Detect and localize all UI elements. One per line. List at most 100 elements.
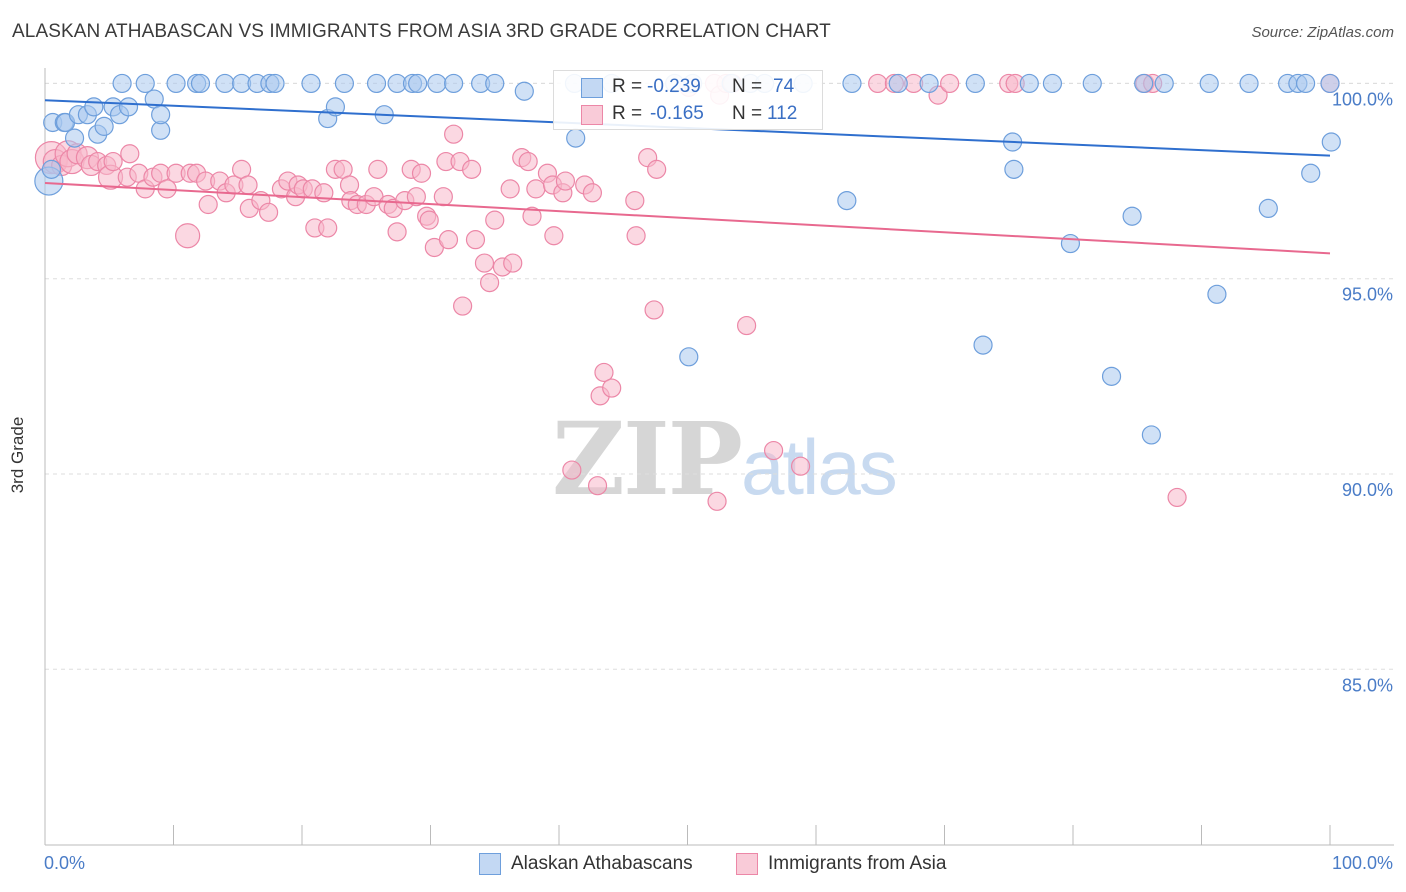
correlation-legend: R = -0.239 N = 74 R = -0.165 N = 112 bbox=[553, 70, 823, 130]
chart-title: ALASKAN ATHABASCAN VS IMMIGRANTS FROM AS… bbox=[12, 21, 831, 42]
immigrant-point bbox=[258, 202, 279, 222]
athabascan-point bbox=[1019, 73, 1039, 94]
athabascan-point bbox=[408, 73, 428, 94]
immigrant-point bbox=[198, 194, 218, 215]
immigrant-point bbox=[562, 460, 582, 480]
tick-labels: 100.0% 95.0% 90.0% 85.0% 0.0% 100.0% bbox=[44, 89, 1393, 873]
immigrant-point bbox=[626, 226, 646, 246]
bottom-legend-label: Immigrants from Asia bbox=[768, 853, 947, 874]
series-alaskan-athabascans bbox=[34, 73, 1341, 445]
athabascan-point bbox=[1320, 73, 1340, 94]
x-tick-label-min: 0.0% bbox=[44, 853, 85, 873]
athabascan-point bbox=[41, 159, 62, 179]
legend-n-value: 74 bbox=[773, 76, 795, 97]
immigrant-point bbox=[526, 179, 546, 199]
immigrant-point bbox=[462, 159, 482, 179]
immigrant-point bbox=[503, 253, 523, 273]
athabascan-point bbox=[1301, 163, 1321, 183]
athabascan-point bbox=[135, 73, 155, 94]
immigrant-point bbox=[707, 491, 727, 511]
immigrant-point bbox=[940, 73, 960, 94]
immigrant-point bbox=[522, 206, 542, 226]
immigrant-point bbox=[480, 273, 500, 293]
athabascan-point bbox=[566, 128, 586, 148]
immigrant-point bbox=[103, 151, 123, 172]
y-axis-label: 3rd Grade bbox=[8, 416, 27, 494]
immigrant-point bbox=[500, 179, 520, 199]
y-tick-label: 100.0% bbox=[1332, 89, 1393, 109]
athabascan-point bbox=[190, 73, 211, 94]
athabascan-point bbox=[514, 81, 534, 101]
athabascan-point bbox=[118, 97, 139, 117]
athabascan-point bbox=[837, 190, 857, 211]
athabascan-point bbox=[679, 347, 699, 367]
athabascan-point bbox=[1134, 73, 1154, 94]
immigrant-point bbox=[318, 218, 338, 238]
bottom-legend-label: Alaskan Athabascans bbox=[511, 853, 693, 874]
athabascan-point bbox=[1042, 73, 1063, 94]
athabascan-point bbox=[427, 73, 447, 94]
immigrant-point bbox=[763, 440, 784, 461]
immigrant-point bbox=[587, 476, 608, 496]
athabascan-point bbox=[965, 73, 985, 94]
athabascan-point bbox=[1154, 73, 1174, 94]
athabascan-point bbox=[1060, 233, 1081, 254]
athabascan-point bbox=[1101, 366, 1122, 386]
immigrant-point bbox=[737, 315, 757, 336]
immigrant-point bbox=[625, 190, 645, 211]
legend-r-label: R = bbox=[612, 76, 643, 97]
athabascan-point bbox=[166, 73, 186, 94]
immigrant-point bbox=[433, 187, 453, 207]
athabascan-point bbox=[973, 335, 993, 355]
legend-swatch-blue bbox=[581, 78, 603, 98]
immigrant-point bbox=[1167, 487, 1187, 508]
y-tick-label: 85.0% bbox=[1342, 675, 1393, 695]
watermark-atlas: atlas bbox=[740, 423, 898, 511]
source-credit: Source: ZipAtlas.com bbox=[1251, 24, 1394, 41]
immigrant-point bbox=[438, 230, 459, 250]
athabascan-point bbox=[485, 73, 505, 94]
immigrant-point bbox=[868, 73, 888, 94]
y-tick-label: 90.0% bbox=[1342, 480, 1393, 500]
immigrant-point bbox=[453, 296, 473, 316]
athabascan-point bbox=[1141, 425, 1161, 445]
athabascan-point bbox=[64, 128, 85, 148]
immigrant-point bbox=[419, 210, 439, 230]
trend-line bbox=[44, 182, 1331, 255]
athabascan-point bbox=[888, 73, 908, 94]
athabascan-point bbox=[1239, 73, 1259, 94]
athabascan-point bbox=[1199, 73, 1219, 94]
immigrant-point bbox=[518, 151, 538, 172]
immigrant-point bbox=[411, 163, 432, 183]
immigrant-point bbox=[465, 230, 486, 250]
athabascan-point bbox=[919, 73, 939, 94]
athabascan-point bbox=[444, 73, 464, 94]
immigrant-point bbox=[120, 144, 140, 164]
athabascan-point bbox=[215, 73, 235, 94]
athabascan-point bbox=[1207, 284, 1227, 304]
legend-n-value: 112 bbox=[767, 103, 798, 124]
athabascan-point bbox=[94, 116, 114, 136]
immigrant-point bbox=[474, 253, 495, 273]
athabascan-point bbox=[334, 73, 355, 94]
legend-r-value: -0.239 bbox=[647, 76, 701, 97]
athabascan-point bbox=[1004, 159, 1024, 179]
athabascan-point bbox=[1295, 73, 1316, 94]
athabascan-point bbox=[151, 105, 171, 125]
athabascan-point bbox=[842, 73, 862, 94]
athabascan-point bbox=[1122, 206, 1142, 226]
athabascan-point bbox=[1082, 73, 1102, 94]
legend-n-label: N = bbox=[732, 76, 763, 97]
immigrant-point bbox=[175, 223, 201, 249]
immigrant-point bbox=[544, 226, 564, 246]
legend-row-blue: R = -0.239 N = 74 bbox=[554, 74, 822, 100]
legend-r-value: -0.165 bbox=[650, 103, 704, 124]
legend-n-label: N = bbox=[732, 103, 763, 124]
bottom-legend-swatch-pink bbox=[736, 853, 758, 875]
immigrant-point bbox=[594, 362, 614, 383]
immigrant-point bbox=[582, 183, 603, 203]
immigrant-point bbox=[602, 378, 622, 398]
series-immigrants-from-asia bbox=[34, 73, 1340, 511]
athabascan-point bbox=[1258, 198, 1278, 219]
